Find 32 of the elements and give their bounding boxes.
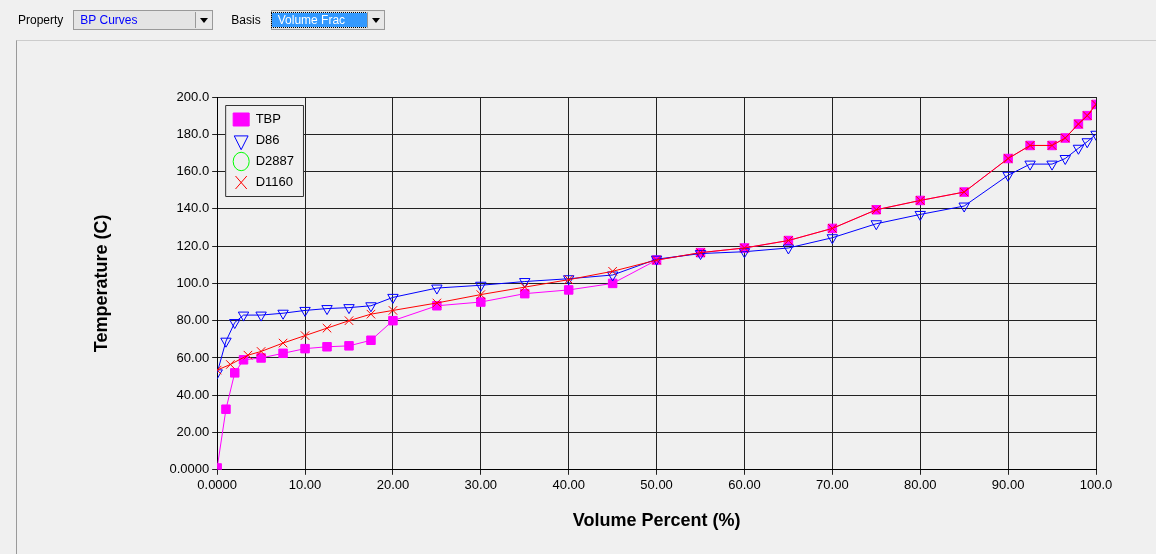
x-tick-label: 100.0 [1079, 477, 1113, 493]
legend-label: D1160 [255, 174, 294, 190]
text: Volume Frac [271, 13, 367, 27]
y-tick-label: 60.00 [176, 349, 210, 365]
x-tick-label: 70.00 [816, 477, 849, 493]
y-tick-label: 140.0 [176, 200, 210, 216]
y-tick-label: 40.00 [176, 386, 210, 402]
text: Basis [231, 13, 261, 27]
legend-label: D2887 [255, 153, 294, 169]
x-tick-label: 50.00 [640, 477, 673, 493]
x-tick-label: 40.00 [552, 477, 585, 493]
y-tick-label: 20.00 [176, 424, 210, 440]
x-tick-label: 60.00 [728, 477, 761, 493]
x-tick-label: 30.00 [464, 477, 498, 493]
y-tick-label: 180.0 [176, 125, 210, 141]
text: Property [18, 13, 64, 27]
x-tick-label: 80.00 [903, 477, 937, 493]
x-tick-label: 10.00 [288, 477, 322, 493]
legend-label: D86 [255, 132, 280, 148]
x-tick-label: 90.00 [991, 477, 1025, 493]
y-tick-label: 120.0 [176, 237, 210, 253]
text: BP Curves [79, 13, 139, 27]
y-axis-title: Temperature (C) [90, 214, 111, 353]
x-tick-label: 0.0000 [197, 477, 238, 493]
y-tick-label: 0.0000 [169, 461, 210, 477]
x-axis-title: Volume Percent (%) [572, 510, 741, 531]
y-tick-label: 200.0 [176, 88, 210, 104]
legend-label: TBP [255, 111, 281, 127]
y-tick-label: 100.0 [176, 274, 210, 290]
x-tick-label: 20.00 [376, 477, 410, 493]
y-tick-label: 80.00 [176, 312, 210, 328]
y-tick-label: 160.0 [176, 163, 210, 179]
